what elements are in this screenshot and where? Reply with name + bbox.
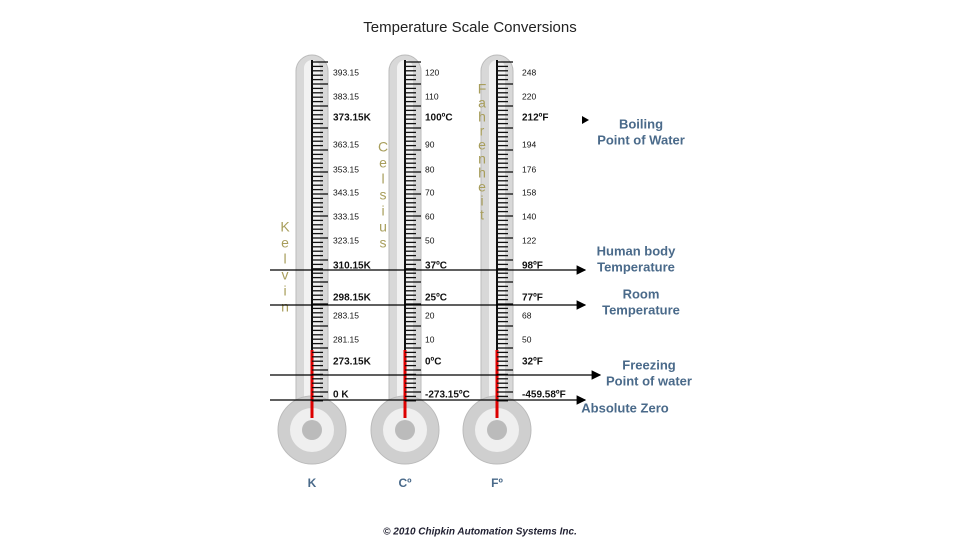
scale-label: 32ºF	[522, 357, 543, 368]
scale-label: 220	[522, 91, 536, 101]
scale-label: -459.58ºF	[522, 390, 566, 401]
scale-name-letter: s	[380, 187, 387, 203]
thermometer-bulb-core	[302, 420, 322, 440]
scale-label: 25ºC	[425, 293, 447, 304]
scale-unit: Fº	[491, 476, 503, 490]
scale-label: 281.15	[333, 334, 359, 344]
scale-name-letter: l	[381, 171, 384, 187]
scale-name-letter: n	[478, 151, 486, 167]
scale-name-letter: C	[378, 139, 388, 155]
scale-name-letter: e	[281, 235, 289, 251]
scale-label: 310.15K	[333, 261, 372, 272]
thermometer-bulb-core	[395, 420, 415, 440]
scale-name-letter: r	[480, 123, 485, 139]
scale-name-letter: e	[478, 137, 486, 153]
scale-name-letter: l	[283, 251, 286, 267]
scale-label: 90	[425, 139, 435, 149]
scale-label: 0 K	[333, 390, 349, 401]
scale-name-letter: e	[478, 179, 486, 195]
scale-name-letter: a	[478, 95, 486, 111]
scale-label: 158	[522, 187, 536, 197]
scale-label: 50	[425, 235, 435, 245]
scale-name-letter: h	[478, 165, 486, 181]
thermometer-bulb-core	[487, 420, 507, 440]
scale-label: 50	[522, 334, 532, 344]
scale-label: 298.15K	[333, 293, 372, 304]
scale-label: 37ºC	[425, 261, 447, 272]
scale-label: 363.15	[333, 139, 359, 149]
scale-unit: K	[308, 476, 317, 490]
reference-label: Temperature	[602, 302, 680, 317]
scale-label: 393.15	[333, 67, 359, 77]
scale-name-letter: e	[379, 155, 387, 171]
scale-label: 283.15	[333, 310, 359, 320]
scale-label: 77ºF	[522, 293, 543, 304]
scale-label: 98ºF	[522, 261, 543, 272]
scale-name-letter: i	[480, 193, 483, 209]
reference-label: Point of Water	[597, 132, 685, 147]
reference-label: Human body	[597, 243, 676, 258]
title: Temperature Scale Conversions	[363, 19, 576, 36]
scale-label: 194	[522, 139, 536, 149]
scale-label: 273.15K	[333, 357, 372, 368]
scale-name-letter: s	[380, 235, 387, 251]
scale-name-letter: K	[280, 219, 290, 235]
scale-name-letter: n	[281, 299, 289, 315]
scale-label: 333.15	[333, 211, 359, 221]
reference-label: Point of water	[606, 373, 692, 388]
scale-unit: Cº	[398, 476, 412, 490]
scale-name-letter: h	[478, 109, 486, 125]
reference-label: Boiling	[619, 116, 663, 131]
scale-label: 60	[425, 211, 435, 221]
reference-label: Temperature	[597, 259, 675, 274]
scale-name-letter: u	[379, 219, 387, 235]
scale-label: 70	[425, 187, 435, 197]
scale-label: 100ºC	[425, 113, 453, 124]
scale-label: 120	[425, 67, 439, 77]
scale-label: 212ºF	[522, 113, 548, 124]
reference-label: Room	[623, 286, 660, 301]
reference-label: Freezing	[622, 357, 676, 372]
scale-label: 140	[522, 211, 536, 221]
scale-label: 176	[522, 164, 536, 174]
reference-label: Absolute Zero	[581, 400, 668, 415]
scale-label: 80	[425, 164, 435, 174]
scale-label: 122	[522, 235, 536, 245]
scale-label: 10	[425, 334, 435, 344]
scale-label: 373.15K	[333, 113, 372, 124]
scale-label: 383.15	[333, 91, 359, 101]
scale-label: 323.15	[333, 235, 359, 245]
scale-name-letter: v	[282, 267, 289, 283]
scale-label: 353.15	[333, 164, 359, 174]
scale-label: 0ºC	[425, 357, 441, 368]
scale-label: 248	[522, 67, 536, 77]
scale-label: 68	[522, 310, 532, 320]
scale-name-letter: i	[283, 283, 286, 299]
scale-name-letter: i	[381, 203, 384, 219]
scale-name-letter: F	[478, 81, 487, 97]
scale-label: -273.15ºC	[425, 390, 470, 401]
scale-label: 110	[425, 91, 439, 101]
scale-label: 343.15	[333, 187, 359, 197]
scale-name-letter: t	[480, 207, 484, 223]
boiling-pointer	[582, 116, 589, 124]
scale-label: 20	[425, 310, 435, 320]
footer: © 2010 Chipkin Automation Systems Inc.	[383, 527, 577, 538]
